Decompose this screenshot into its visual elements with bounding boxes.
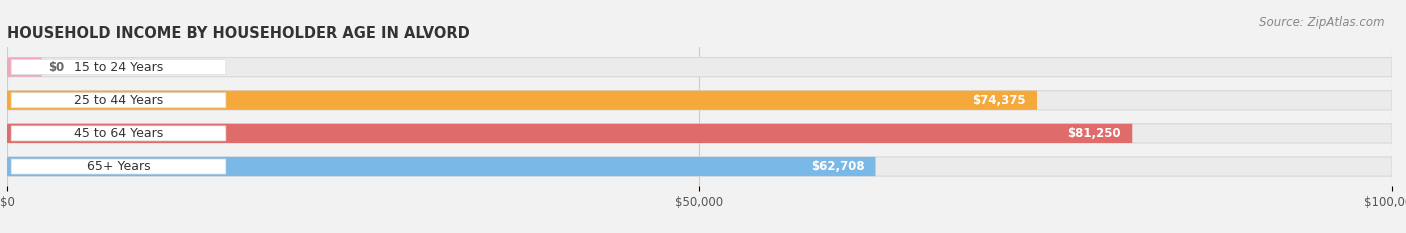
FancyBboxPatch shape: [7, 157, 1392, 176]
Text: $0: $0: [49, 61, 65, 74]
FancyBboxPatch shape: [7, 124, 1132, 143]
FancyBboxPatch shape: [11, 126, 226, 141]
Text: 15 to 24 Years: 15 to 24 Years: [75, 61, 163, 74]
FancyBboxPatch shape: [11, 93, 226, 108]
FancyBboxPatch shape: [7, 58, 42, 77]
Text: Source: ZipAtlas.com: Source: ZipAtlas.com: [1260, 16, 1385, 29]
FancyBboxPatch shape: [7, 91, 1392, 110]
FancyBboxPatch shape: [7, 124, 1392, 143]
Text: $62,708: $62,708: [811, 160, 865, 173]
FancyBboxPatch shape: [7, 157, 876, 176]
Text: 65+ Years: 65+ Years: [87, 160, 150, 173]
Text: 25 to 44 Years: 25 to 44 Years: [75, 94, 163, 107]
FancyBboxPatch shape: [7, 58, 1392, 77]
Text: $74,375: $74,375: [973, 94, 1026, 107]
FancyBboxPatch shape: [11, 159, 226, 174]
FancyBboxPatch shape: [7, 91, 1038, 110]
Text: HOUSEHOLD INCOME BY HOUSEHOLDER AGE IN ALVORD: HOUSEHOLD INCOME BY HOUSEHOLDER AGE IN A…: [7, 26, 470, 41]
Text: 45 to 64 Years: 45 to 64 Years: [75, 127, 163, 140]
FancyBboxPatch shape: [11, 60, 226, 75]
Text: $81,250: $81,250: [1067, 127, 1121, 140]
